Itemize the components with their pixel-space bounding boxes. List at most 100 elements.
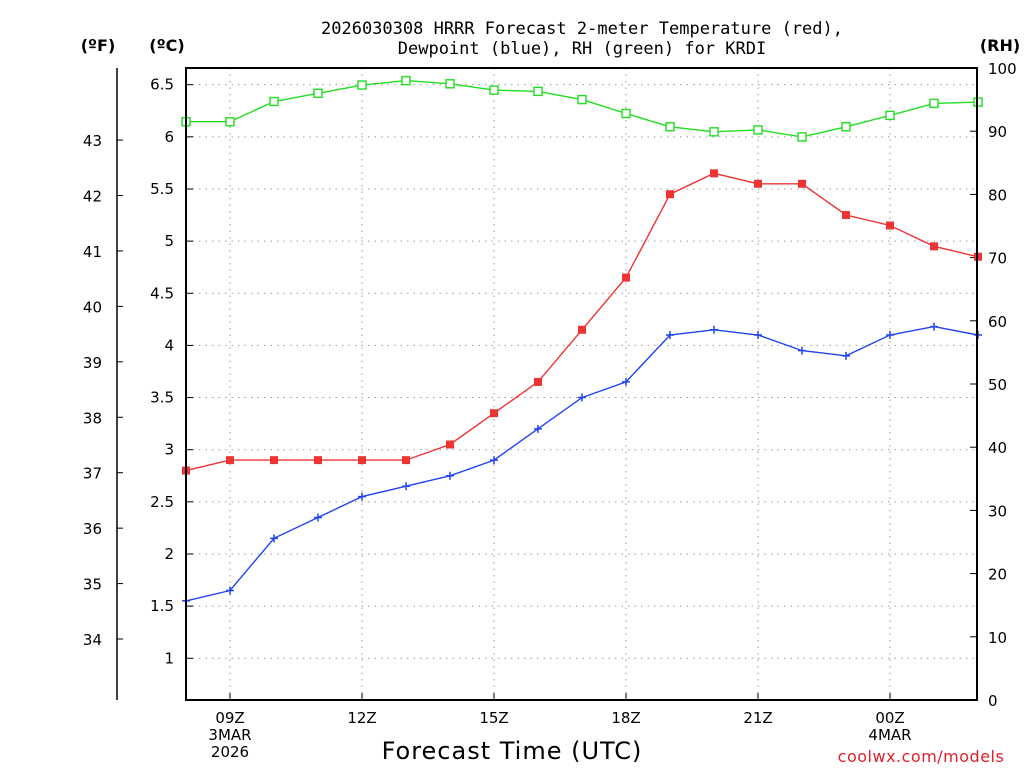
celsius-tick-label: 2 [164,545,174,563]
2-meter-temperature-point [490,409,498,418]
rh-point [577,94,587,105]
2-meter-temperature-point [666,190,674,199]
dewpoint-point [402,482,410,491]
fahrenheit-tick-label: 42 [83,188,102,206]
celsius-axis-label: (ºC) [149,36,184,55]
dewpoint-point [930,322,938,331]
rh-tick-label: 60 [988,313,1007,331]
dewpoint-point [226,586,234,595]
time-tick-label: 00Z [875,709,904,727]
celsius-tick-label: 6 [164,128,174,146]
credit-text: coolwx.com/models [838,747,1005,766]
rh-tick-label: 30 [988,502,1007,520]
2-meter-temperature-point [270,456,278,465]
time-tick-label: 12Z [347,709,376,727]
fahrenheit-axis-label: (ºF) [81,36,116,55]
2-meter-temperature-point [754,179,762,188]
2-meter-temperature-point [402,456,410,465]
plot-frame [185,67,978,701]
fahrenheit-tick-label: 36 [83,520,102,538]
time-tick-label: 18Z [611,709,640,727]
celsius-tick-label: 4.5 [150,284,174,302]
data-series [181,75,983,605]
celsius-tick-label: 4 [164,336,174,354]
rh-tick-label: 0 [988,692,998,710]
celsius-tick-label: 5 [164,232,174,250]
rh-point [269,96,279,107]
2-meter-temperature-point [710,169,718,178]
rh-tick-label: 80 [988,186,1007,204]
2-meter-temperature-point [226,456,234,465]
2-meter-temperature-point [578,325,586,334]
time-tick-label: 09Z [215,709,244,727]
rh-point [401,75,411,86]
rh-point [665,122,675,132]
rh-point [445,79,455,89]
celsius-tick-label: 3.5 [150,389,174,407]
fahrenheit-tick-label: 34 [83,631,102,649]
rh-point [313,88,323,98]
rh-tick-label: 90 [988,123,1007,141]
rh-point [489,85,499,95]
rh-point [797,132,807,142]
chart-title-line-1: 2026030308 HRRR Forecast 2-meter Tempera… [321,19,843,39]
time-tick-label: 2026 [211,743,249,761]
2-meter-temperature-point [446,440,454,449]
rh-tick-label: 20 [988,566,1007,584]
rh-tick-label: 40 [988,439,1007,457]
2-meter-temperature-point [886,221,894,230]
axis-ticks: 1 1.5 2 2.5 3 3.5 4 4.5 5 5.5 6 6.5 34 35 36 37 38 39 40 41… [83,60,1017,761]
rh-point [709,127,719,137]
fahrenheit-tick-label: 41 [83,243,102,261]
fahrenheit-tick-label: 37 [83,465,102,483]
dewpoint-point [842,351,850,360]
2-meter-temperature-point [798,179,806,188]
2-meter-temperature-point [534,377,542,386]
fahrenheit-tick-label: 43 [83,132,102,150]
fahrenheit-tick-label: 38 [83,409,102,427]
rh-point [753,125,763,135]
rh-point [885,110,895,121]
chart-title-line-2: Dewpoint (blue), RH (green) for KRDI [398,39,766,59]
rh-point [357,80,367,90]
dewpoint-point [754,330,762,339]
rh-tick-label: 10 [988,629,1007,647]
2-meter-temperature-point [622,273,630,282]
rh-point [929,98,939,109]
celsius-tick-label: 2.5 [150,493,174,511]
rh-tick-label: 100 [988,60,1017,78]
celsius-tick-label: 1.5 [150,597,174,615]
time-tick-label: 21Z [743,709,772,727]
celsius-tick-label: 1 [164,649,174,667]
rh-tick-label: 50 [988,376,1007,394]
dewpoint-point [886,330,894,339]
dewpoint-point [358,492,366,501]
celsius-tick-label: 5.5 [150,180,174,198]
dewpoint-point [446,471,454,480]
time-tick-label: 15Z [479,709,508,727]
fahrenheit-tick-label: 40 [83,298,102,316]
dewpoint-point [578,393,586,402]
dewpoint-point [490,456,498,465]
2-meter-temperature-point [358,456,366,465]
dewpoint-point [314,513,322,522]
x-axis-label: Forecast Time (UTC) [382,737,643,765]
dewpoint-point [798,346,806,355]
rh-tick-label: 70 [988,250,1007,268]
dewpoint-point [710,325,718,334]
celsius-tick-label: 6.5 [150,76,174,94]
rh-point [533,86,543,97]
time-tick-label: 4MAR [868,726,911,744]
rh-point [841,122,851,132]
dewpoint-point [534,424,542,433]
rh-point [225,117,235,127]
dewpoint-point [622,377,630,386]
fahrenheit-tick-label: 35 [83,576,102,594]
2-meter-temperature-point [930,242,938,251]
rh-axis-label: (RH) [980,36,1020,55]
fahrenheit-tick-label: 39 [83,354,102,372]
gridlines [186,68,977,700]
2-meter-temperature-point [314,456,322,465]
